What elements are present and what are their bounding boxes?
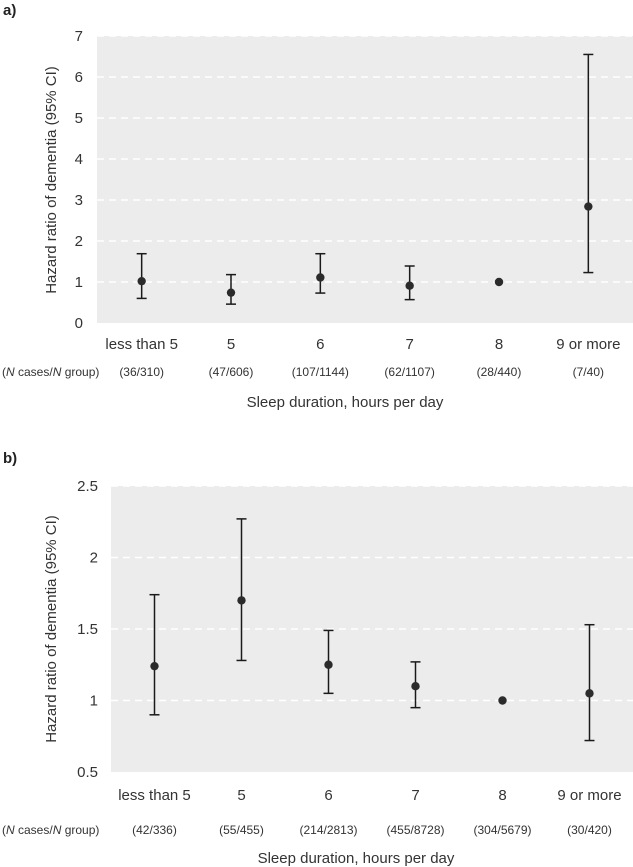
panel-a-counts-header: (N cases/N group) [2,365,99,379]
panel-b-gridlines [111,485,633,702]
panel-a-plot-area [97,36,633,323]
panel-b-error-bar [149,593,160,716]
panel-b-category-label: less than 5 [118,787,191,804]
panel-b-point-estimate [585,689,594,698]
panel-a-marks [136,53,594,305]
panel-a-y-tick-label: 1 [75,274,83,291]
panel-b-category-label: 6 [324,787,332,804]
panel-b-count-label: (30/420) [567,823,612,837]
panel-a-count-label: (28/440) [477,365,522,379]
panel-a-point-estimate [137,276,146,286]
panel-a-y-axis-title: Hazard ratio of dementia (95% CI) [43,66,60,294]
panel-a-count-labels: (36/310) (47/606) (107/1144) (62/1107) (28/4… [119,365,604,379]
panel-b-point-estimate [411,682,420,691]
panel-a-y-tick-label: 6 [75,69,83,86]
panel-a-y-tick-label: 3 [75,192,83,209]
panel-a-y-tick-label: 5 [75,110,83,127]
panel-a-count-label: (107/1144) [292,365,349,379]
panel-a-count-label: (62/1107) [384,365,434,379]
panel-a-point-estimate [405,281,414,290]
panel-a-count-label: (47/606) [209,365,254,379]
panel-b-point-estimate [150,661,159,671]
panel-b-category-label: 5 [237,787,245,804]
panel-a-counts-header-tail: group) [61,365,99,379]
panel-b-x-axis-title: Sleep duration, hours per day [258,850,455,867]
panel-b-counts-header-n2: N [53,823,62,837]
panel-a-counts-header-n2: N [53,365,62,379]
panel-a: a) 0 1 2 3 4 5 6 7 less than 5 5 6 7 8 9 or more (36… [2,2,633,411]
panel-b-letter: b) [3,450,17,467]
panel-a-x-axis-title: Sleep duration, hours per day [247,394,444,411]
panel-a-point-estimate [584,202,593,211]
panel-a-count-label: (36/310) [119,365,164,379]
panel-a-counts-header-mid: cases/ [15,365,54,379]
panel-a-error-bar [583,53,594,274]
panel-a-letter: a) [3,2,16,19]
panel-b-y-tick-label: 0.5 [77,764,98,781]
panel-b-count-label: (214/2813) [299,823,357,837]
panel-a-y-tick-label: 4 [75,151,83,168]
panel-b-count-label: (55/455) [219,823,264,837]
panel-b-category-label: 9 or more [557,787,621,804]
panel-a-gridlines [97,35,633,283]
panel-b-count-label: (42/336) [132,823,177,837]
panel-b-count-label: (455/8728) [386,823,444,837]
panel-b-point-estimate [498,696,507,705]
panel-b-counts-header: (N cases/N group) [2,823,99,837]
panel-a-category-label: 5 [227,336,235,353]
panel-b-count-labels: (42/336) (55/455) (214/2813) (455/8728) (304… [132,823,612,837]
panel-b-counts-header-n1: N [6,823,15,837]
panel-a-counts-header-n1: N [6,365,15,379]
panel-a-y-tick-label: 2 [75,233,83,250]
panel-b-counts-header-mid: cases/ [15,823,54,837]
panel-b-error-bar [584,623,595,742]
panel-b-category-label: 7 [411,787,419,804]
panel-a-y-ticks: 0 1 2 3 4 5 6 7 [75,28,83,332]
panel-b-category-labels: less than 5 5 6 7 8 9 or more [118,787,621,804]
panel-a-category-label: 7 [405,336,413,353]
panel-a-point-estimate [494,277,504,287]
panel-b-category-label: 8 [498,787,506,804]
panel-b-point-estimate [324,660,333,669]
panel-b-error-bar [236,518,247,662]
panel-b-y-ticks: 0.5 1 1.5 2 2.5 [77,478,98,781]
panel-b-y-tick-label: 2 [90,550,98,567]
panel-a-point-estimate [316,273,325,282]
panel-a-y-tick-label: 0 [75,315,83,332]
panel-b-y-tick-label: 1 [90,693,98,710]
panel-a-category-label: 6 [316,336,324,353]
panel-b-marks [149,518,595,742]
panel-b-count-label: (304/5679) [473,823,531,837]
panel-a-category-labels: less than 5 5 6 7 8 9 or more [105,336,620,353]
panel-b-y-axis-title: Hazard ratio of dementia (95% CI) [43,515,60,743]
panel-b-point-estimate [237,596,246,605]
panel-a-category-label: less than 5 [105,336,178,353]
panel-a-point-estimate [226,288,236,297]
panel-b-counts-header-tail: group) [61,823,99,837]
panel-a-category-label: 9 or more [556,336,620,353]
panel-b-y-tick-label: 1.5 [77,621,98,638]
panel-a-y-tick-label: 7 [75,28,83,45]
panel-a-category-label: 8 [495,336,503,353]
panel-a-count-label: (7/40) [573,365,604,379]
panel-b-y-tick-label: 2.5 [77,478,98,495]
panel-a-error-bar [136,252,147,300]
